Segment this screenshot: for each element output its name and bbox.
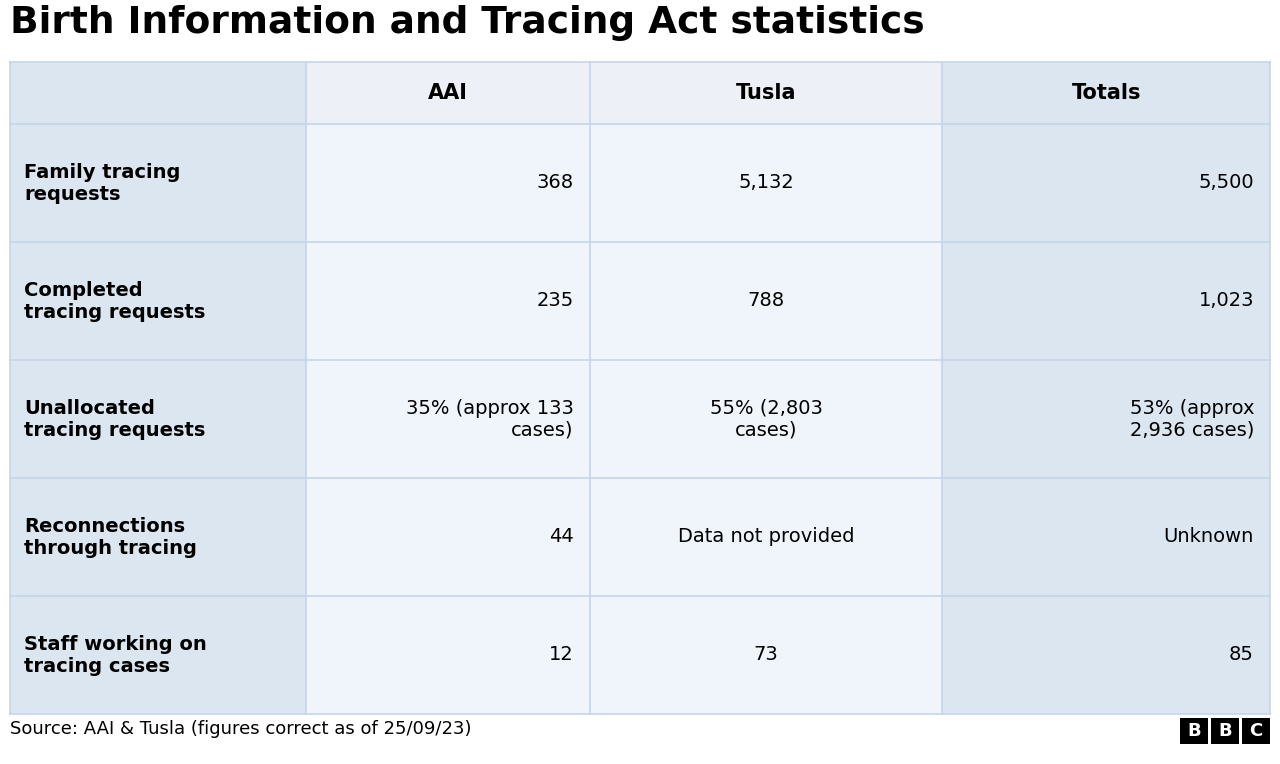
Text: Data not provided: Data not provided	[677, 527, 854, 546]
Bar	[1180, 718, 1208, 744]
Text: Completed
tracing requests: Completed tracing requests	[24, 280, 205, 322]
Bar	[306, 242, 590, 360]
Bar	[10, 360, 306, 478]
Text: 12: 12	[549, 646, 573, 665]
Bar	[942, 360, 1270, 478]
Text: 85: 85	[1229, 646, 1254, 665]
Bar	[10, 242, 306, 360]
Bar	[942, 478, 1270, 596]
Text: 55% (2,803
cases): 55% (2,803 cases)	[709, 399, 823, 439]
Bar	[10, 478, 306, 596]
Bar	[10, 62, 306, 124]
Bar	[306, 124, 590, 242]
Text: AAI: AAI	[428, 83, 467, 103]
Text: Staff working on
tracing cases: Staff working on tracing cases	[24, 634, 207, 675]
Text: Family tracing
requests: Family tracing requests	[24, 163, 180, 203]
Text: Totals: Totals	[1071, 83, 1140, 103]
Text: B: B	[1187, 722, 1201, 740]
Bar	[306, 596, 590, 714]
Text: 73: 73	[754, 646, 778, 665]
Text: 788: 788	[748, 292, 785, 310]
Text: 235: 235	[536, 292, 573, 310]
Bar	[306, 62, 590, 124]
Text: Birth Information and Tracing Act statistics: Birth Information and Tracing Act statis…	[10, 5, 924, 41]
Text: C: C	[1249, 722, 1262, 740]
Text: Source: AAI & Tusla (figures correct as of 25/09/23): Source: AAI & Tusla (figures correct as …	[10, 720, 471, 738]
Bar	[942, 62, 1270, 124]
Text: 53% (approx
2,936 cases): 53% (approx 2,936 cases)	[1129, 399, 1254, 439]
Bar	[942, 242, 1270, 360]
Text: 5,132: 5,132	[739, 173, 794, 193]
Bar	[942, 124, 1270, 242]
Bar	[590, 360, 942, 478]
Text: Reconnections
through tracing: Reconnections through tracing	[24, 516, 197, 558]
Bar	[1242, 718, 1270, 744]
Bar	[590, 62, 942, 124]
Text: B: B	[1219, 722, 1231, 740]
Bar	[590, 124, 942, 242]
Text: Unknown: Unknown	[1164, 527, 1254, 546]
Text: 368: 368	[536, 173, 573, 193]
Text: Unallocated
tracing requests: Unallocated tracing requests	[24, 399, 205, 439]
Text: 35% (approx 133
cases): 35% (approx 133 cases)	[406, 399, 573, 439]
Bar	[590, 596, 942, 714]
Bar	[306, 478, 590, 596]
Bar	[10, 596, 306, 714]
Bar	[1211, 718, 1239, 744]
Text: Tusla: Tusla	[736, 83, 796, 103]
Bar	[942, 596, 1270, 714]
Bar	[10, 124, 306, 242]
Text: 1,023: 1,023	[1198, 292, 1254, 310]
Text: 44: 44	[549, 527, 573, 546]
Bar	[306, 360, 590, 478]
Text: 5,500: 5,500	[1198, 173, 1254, 193]
Bar	[590, 478, 942, 596]
Bar	[590, 242, 942, 360]
